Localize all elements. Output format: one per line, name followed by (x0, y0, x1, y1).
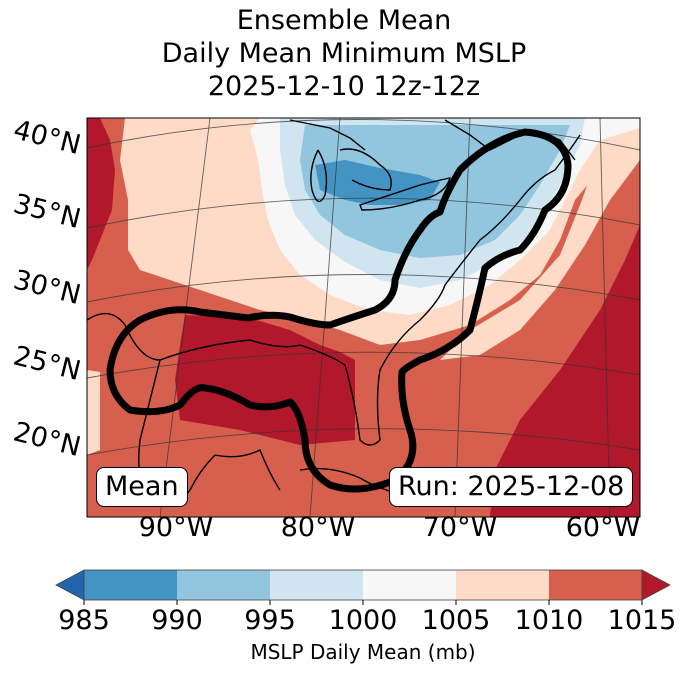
colorbar-segment-1005-1010 (456, 570, 549, 600)
map-frame (86, 117, 641, 518)
fill-985-990 (300, 125, 570, 258)
colorbar-label: MSLP Daily Mean (mb) (250, 640, 476, 664)
title-line-3: 2025-12-10 12z-12z (207, 71, 481, 102)
title-line-2: Daily Mean Minimum MSLP (161, 38, 527, 69)
colorbar-tick-1005: 1005 (421, 605, 491, 636)
colorbar (55, 569, 671, 605)
gridlines (87, 118, 640, 517)
fill-1000-1005-east (440, 135, 640, 360)
colorbar-tick-990: 990 (151, 605, 203, 636)
title-line-1: Ensemble Mean (236, 5, 452, 36)
colorbar-segment-1010-1015 (549, 570, 642, 600)
colorbar-tick-995: 995 (244, 605, 296, 636)
map-area (87, 118, 640, 517)
colorbar-segment-1000-1005 (363, 570, 456, 600)
colorbar-tick-1010: 1010 (514, 605, 584, 636)
lon-label-90w: 90°W (138, 512, 214, 543)
colorbar-segment-985-990 (84, 570, 177, 600)
lon-label-60w: 60°W (565, 512, 641, 543)
colorbar-segment-995-1000 (270, 570, 363, 600)
probability-contour (106, 128, 572, 493)
fill-1000-1005-sw (87, 370, 100, 455)
lon-label-80w: 80°W (280, 512, 356, 543)
fill-above-1015-gulf (175, 315, 355, 445)
colorbar-ticks (83, 600, 643, 605)
coastlines (87, 119, 581, 507)
colorbar-tick-1015: 1015 (607, 605, 677, 636)
lon-label-70w: 70°W (422, 512, 498, 543)
colorbar-extend-under (55, 569, 85, 601)
fill-above-1015-west (87, 118, 115, 270)
colorbar-tick-985: 985 (58, 605, 110, 636)
run-date-annotation: Run: 2025-12-08 (389, 467, 634, 507)
fill-below-985 (315, 160, 440, 205)
colorbar-tick-1000: 1000 (328, 605, 398, 636)
mean-annotation: Mean (96, 467, 188, 507)
colorbar-segment-990-995 (177, 570, 270, 600)
colorbar-extend-over (641, 569, 671, 601)
